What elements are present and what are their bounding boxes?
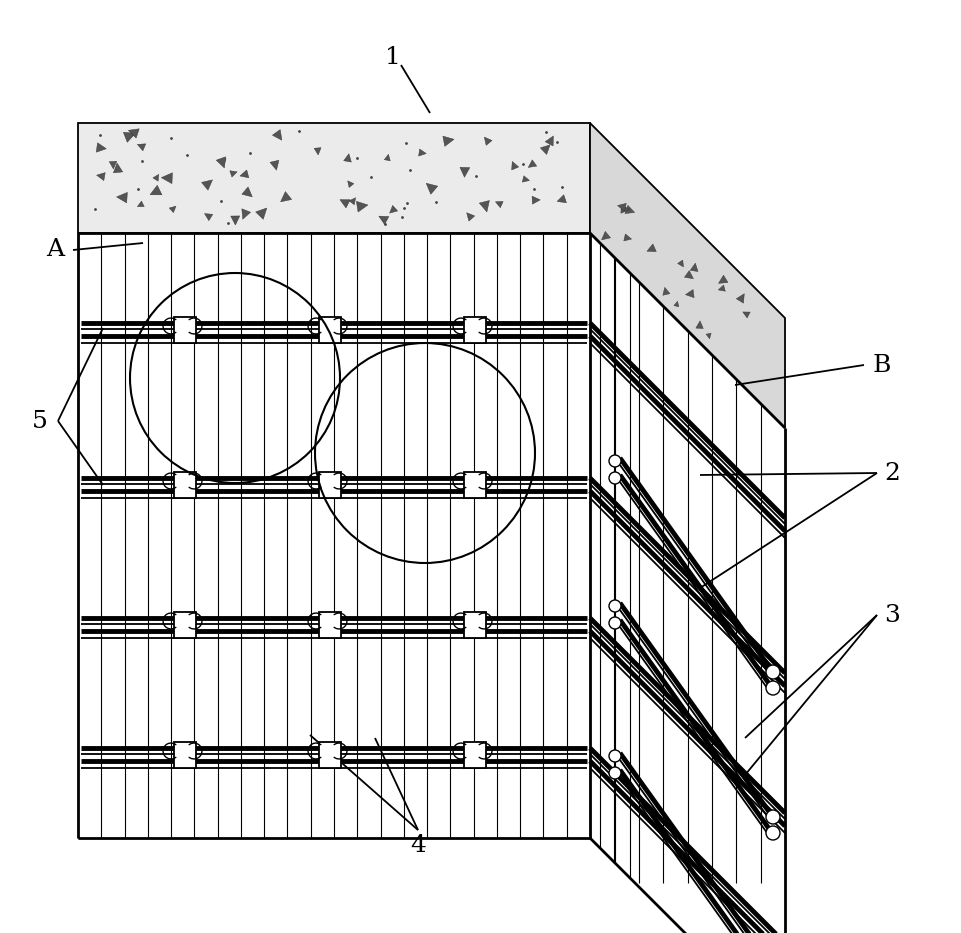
Polygon shape (340, 200, 350, 208)
Circle shape (609, 767, 621, 779)
Polygon shape (557, 195, 566, 202)
Text: 4: 4 (410, 833, 426, 856)
Circle shape (766, 826, 780, 840)
Polygon shape (736, 294, 744, 303)
Polygon shape (484, 137, 492, 146)
Polygon shape (464, 317, 486, 343)
Polygon shape (137, 202, 144, 207)
Text: B: B (873, 354, 891, 377)
Polygon shape (511, 161, 519, 170)
Text: 2: 2 (884, 462, 899, 484)
Polygon shape (174, 317, 196, 343)
Circle shape (609, 472, 621, 484)
Polygon shape (464, 742, 486, 768)
Polygon shape (379, 216, 389, 225)
Polygon shape (116, 192, 128, 202)
Text: A: A (46, 239, 64, 261)
Polygon shape (314, 147, 321, 155)
Polygon shape (443, 136, 454, 146)
Polygon shape (674, 301, 678, 307)
Polygon shape (205, 214, 212, 221)
Polygon shape (174, 612, 196, 638)
Polygon shape (389, 205, 398, 213)
Text: 3: 3 (884, 604, 899, 626)
Polygon shape (230, 171, 237, 177)
Polygon shape (624, 234, 631, 241)
Circle shape (609, 600, 621, 612)
Polygon shape (496, 202, 504, 208)
Circle shape (609, 455, 621, 467)
Polygon shape (272, 130, 282, 140)
Polygon shape (467, 213, 475, 221)
Polygon shape (123, 132, 136, 143)
Polygon shape (480, 201, 489, 212)
Polygon shape (460, 167, 470, 177)
Polygon shape (419, 149, 427, 156)
Polygon shape (174, 472, 196, 498)
Polygon shape (685, 289, 694, 298)
Circle shape (766, 810, 780, 824)
Polygon shape (153, 174, 159, 181)
Polygon shape (348, 181, 354, 188)
Polygon shape (256, 208, 267, 219)
Polygon shape (464, 472, 486, 498)
Polygon shape (426, 183, 438, 194)
Polygon shape (129, 129, 139, 138)
Polygon shape (357, 202, 368, 212)
Polygon shape (743, 312, 751, 318)
Polygon shape (532, 196, 540, 204)
Polygon shape (240, 170, 249, 178)
Polygon shape (96, 143, 107, 152)
Polygon shape (684, 271, 694, 279)
Polygon shape (344, 154, 352, 162)
Polygon shape (647, 244, 656, 252)
Polygon shape (169, 206, 176, 213)
Polygon shape (110, 161, 117, 169)
Polygon shape (216, 157, 226, 168)
Polygon shape (161, 173, 172, 184)
Polygon shape (706, 333, 711, 339)
Circle shape (609, 617, 621, 629)
Polygon shape (319, 472, 341, 498)
Polygon shape (150, 186, 162, 195)
Polygon shape (96, 173, 106, 181)
Polygon shape (663, 287, 670, 295)
Polygon shape (78, 123, 590, 233)
Polygon shape (618, 203, 627, 211)
Circle shape (609, 750, 621, 762)
Text: 5: 5 (32, 410, 48, 433)
Polygon shape (174, 742, 196, 768)
Polygon shape (621, 204, 629, 214)
Polygon shape (523, 175, 530, 182)
Polygon shape (242, 209, 251, 219)
Polygon shape (319, 742, 341, 768)
Polygon shape (349, 198, 356, 204)
Polygon shape (270, 160, 279, 170)
Polygon shape (137, 144, 146, 151)
Polygon shape (719, 275, 728, 284)
Polygon shape (242, 187, 253, 197)
Polygon shape (218, 159, 226, 167)
Polygon shape (696, 321, 703, 328)
Text: 1: 1 (385, 46, 401, 68)
Circle shape (766, 681, 780, 695)
Polygon shape (602, 231, 610, 240)
Polygon shape (202, 180, 212, 190)
Polygon shape (545, 136, 554, 146)
Polygon shape (718, 285, 726, 291)
Polygon shape (678, 260, 683, 267)
Polygon shape (231, 216, 239, 225)
Polygon shape (590, 123, 785, 428)
Polygon shape (529, 160, 537, 167)
Circle shape (766, 665, 780, 679)
Polygon shape (319, 317, 341, 343)
Polygon shape (540, 145, 550, 155)
Polygon shape (384, 154, 390, 160)
Polygon shape (281, 191, 292, 202)
Polygon shape (625, 205, 634, 214)
Polygon shape (113, 163, 123, 173)
Polygon shape (690, 263, 698, 272)
Polygon shape (319, 612, 341, 638)
Polygon shape (464, 612, 486, 638)
